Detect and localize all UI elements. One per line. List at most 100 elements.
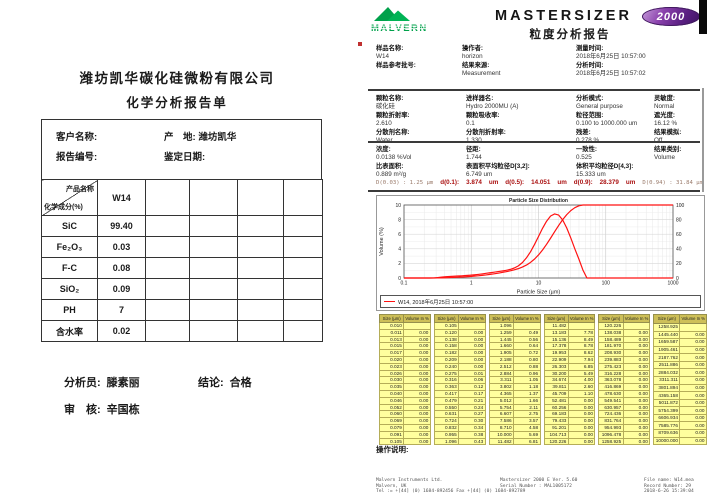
size-table-row: 0.832 0.34 xyxy=(433,423,486,432)
footer-line: 2018-6-26 15:39:04 xyxy=(644,489,694,495)
size-cell: 0.550 xyxy=(433,403,460,412)
field-value: Water xyxy=(376,137,466,145)
size-cell: 6606.934 xyxy=(653,413,681,423)
size-table-row: 0.020 0.00 xyxy=(378,355,431,364)
psa-report-title: 粒度分析报告 xyxy=(529,29,611,41)
volume-cell: 0.00 xyxy=(567,410,596,419)
svg-text:2: 2 xyxy=(398,261,401,267)
field-value: Off xyxy=(654,137,706,145)
size-cell: 0.091 xyxy=(378,430,405,439)
size-table-row: 3801.894 0.00 xyxy=(653,383,707,393)
analyst-name: 滕素丽 xyxy=(106,377,140,389)
size-cell: 69.183 xyxy=(543,410,569,419)
volume-cell: 0.00 xyxy=(403,396,431,405)
field-column: 操作者: horizon 结果来源: Measurement xyxy=(462,45,576,79)
volume-cell: 0.72 xyxy=(513,349,541,357)
size-table-row: 34.674 4.00 xyxy=(543,376,596,385)
chem-empty-cell xyxy=(237,257,284,279)
field: 比表面积: 0.889 m²/g xyxy=(376,163,466,179)
size-cell: 45.709 xyxy=(543,389,569,398)
size-cell: 0.040 xyxy=(378,389,405,398)
size-table-row: 0.138 0.00 xyxy=(433,335,486,344)
size-cell: 7585.776 xyxy=(653,421,681,430)
svg-text:0: 0 xyxy=(676,276,679,282)
field-value: 2018年6月25日 10:57:02 xyxy=(576,69,646,77)
section-divider xyxy=(368,89,700,91)
d50-unit: um xyxy=(557,179,567,186)
size-table-row: 52.481 0.00 xyxy=(543,396,596,405)
chem-row: SiC 99.40 xyxy=(41,215,323,237)
size-cell: 0.020 xyxy=(378,355,405,364)
size-cell: 831.764 xyxy=(598,417,624,425)
size-cell: 1096.478 xyxy=(598,430,624,439)
size-table-row: 1.096 0.43 xyxy=(433,437,486,446)
d90-unit: um xyxy=(625,179,636,186)
size-table-row: 208.930 0.00 xyxy=(598,349,651,357)
field-value: 碳化硅 xyxy=(376,102,395,110)
size-cell: 0.030 xyxy=(378,376,405,385)
field: 分散剂折射率:1.330 xyxy=(466,129,576,145)
field-label: 分散剂折射率: xyxy=(466,129,506,137)
field-value: 1.330 xyxy=(466,137,576,145)
field: 样品参考批号: xyxy=(376,62,462,78)
size-table-row: 0.182 0.00 xyxy=(433,349,486,357)
reviewer-name: 辛国栋 xyxy=(106,404,140,416)
volume-cell: 2.75 xyxy=(513,410,541,419)
volume-cell: 0.00 xyxy=(622,376,651,385)
volume-cell: 3.57 xyxy=(513,417,541,425)
size-cell: 91.201 xyxy=(543,423,569,432)
customer-label: 客户名称: xyxy=(56,132,98,143)
volume-cell: 0.00 xyxy=(622,437,651,446)
volume-cell: 0.00 xyxy=(622,430,651,439)
volume-cell: 0.00 xyxy=(679,413,707,423)
origin-field: 产 地: 潍坊凯华 xyxy=(164,129,236,143)
svg-text:0: 0 xyxy=(398,276,401,282)
size-table-row: 2.188 0.80 xyxy=(488,355,541,364)
volume-cell: 0.00 xyxy=(458,342,486,351)
size-volume-table: Size (µm) Volume In % 1.096 1.259 0.49 1.445… xyxy=(488,314,541,446)
size-table-row: 0.158 0.00 xyxy=(433,342,486,351)
size-table-row: 13.183 7.78 xyxy=(543,328,596,337)
origin-label: 产 地: xyxy=(164,132,196,143)
volume-cell: 0.00 xyxy=(622,396,651,405)
volume-cell: 0.00 xyxy=(458,355,486,364)
size-table-row: 7.586 3.57 xyxy=(488,417,541,425)
chem-row: Fe₂O₃ 0.03 xyxy=(41,236,323,258)
chem-empty-cell xyxy=(237,299,284,321)
size-cell: 5.754 xyxy=(488,403,515,412)
svg-text:10: 10 xyxy=(395,203,401,209)
volume-cell: 0.00 xyxy=(403,417,431,425)
size-table-header-row: Size (µm) Volume In % xyxy=(543,314,596,323)
chem-empty-cell xyxy=(237,278,284,300)
size-table-row: 0.240 0.00 xyxy=(433,362,486,371)
x-axis-label: Particle Size (µm) xyxy=(517,290,561,296)
conclusion-value: 合格 xyxy=(229,377,252,389)
chem-empty-cell xyxy=(145,215,190,237)
chem-table-body: 产品名称 化学成分(%) W14 SiC 99.40 Fe₂O₃ 0.03 F-C 0… xyxy=(41,179,323,342)
size-table-row: 0.035 0.00 xyxy=(378,383,431,391)
size-table-row: 363.078 0.00 xyxy=(598,376,651,385)
size-cell: 239.883 xyxy=(598,355,624,364)
badge-label: 2000 xyxy=(656,10,686,23)
size-table-row: 316.228 0.00 xyxy=(598,369,651,378)
size-cell: 39.811 xyxy=(543,383,569,391)
field-label: 体积平均粒径D[4,3]: xyxy=(576,163,634,171)
volume-cell: 0.00 xyxy=(403,423,431,432)
size-table-row: 45.709 1.10 xyxy=(543,389,596,398)
chem-name: SiO₂ xyxy=(41,278,98,300)
volume-cell: 2.11 xyxy=(513,403,541,412)
size-table-row: 10.000 5.69 xyxy=(488,430,541,439)
chem-empty-cell xyxy=(189,236,238,258)
volume-cell: 0.00 xyxy=(679,398,707,408)
size-volume-table: Size (µm) Volume In % 0.105 0.120 0.00 0.138… xyxy=(433,314,486,446)
size-table-row: 91.201 0.00 xyxy=(543,423,596,432)
empty-header-cell xyxy=(189,179,238,216)
volume-cell xyxy=(622,322,651,330)
footer-left: Malvern Instruments Ltd. Malvern, UK Tel :… xyxy=(376,478,525,495)
size-cell: 0.316 xyxy=(433,376,460,385)
size-cell: 0.069 xyxy=(378,417,405,425)
size-table-row: 2.884 0.96 xyxy=(488,369,541,378)
size-table-header-row: Size (µm) Volume In % xyxy=(488,314,541,323)
svg-text:20: 20 xyxy=(676,261,682,267)
field: 结果类别: Volume xyxy=(654,146,706,162)
